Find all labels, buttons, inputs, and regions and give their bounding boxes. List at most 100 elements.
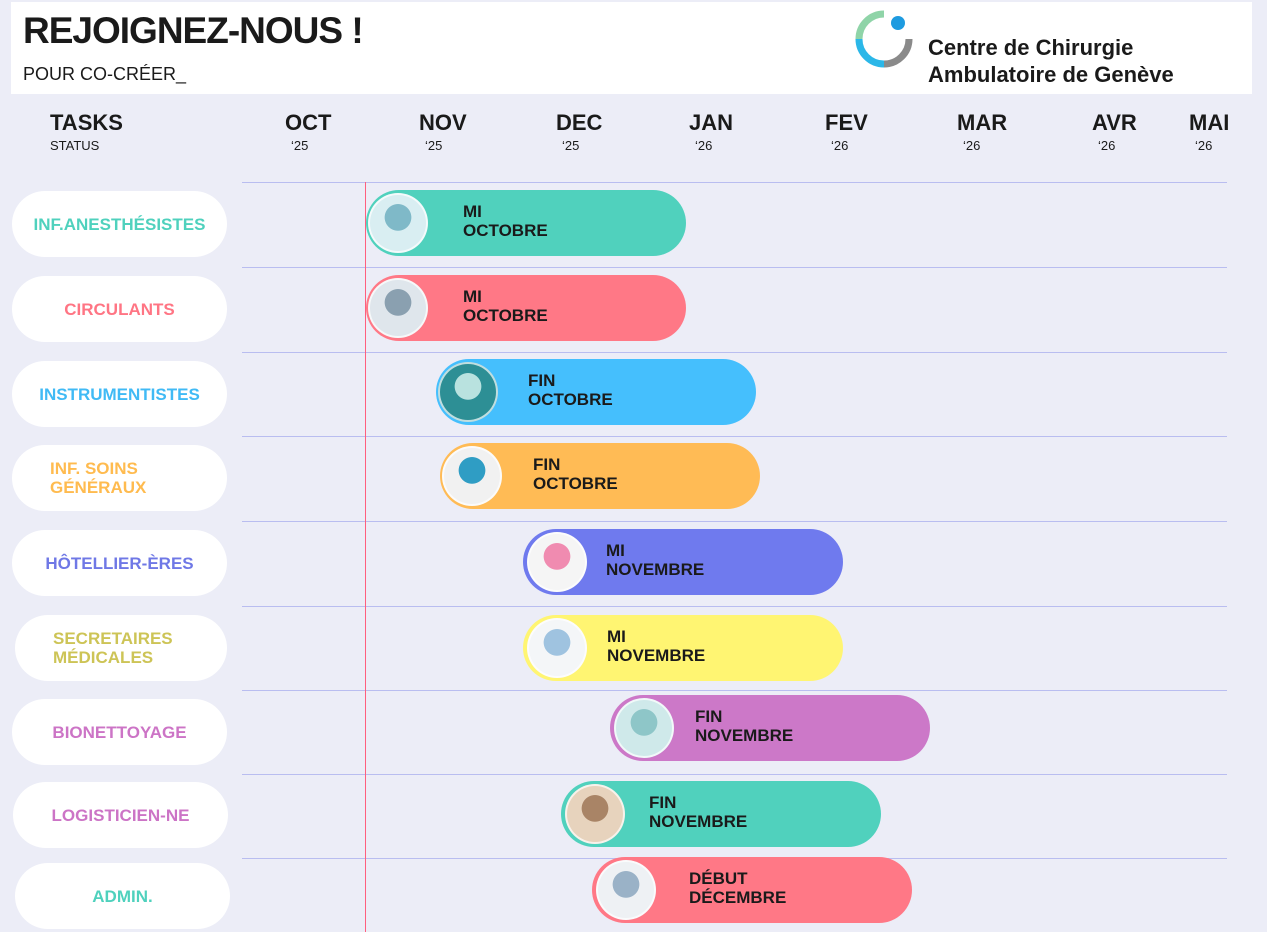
status-line: DÉCEMBRE	[689, 888, 787, 907]
month-label: FEV	[825, 110, 868, 135]
year-label: ‘25	[562, 138, 580, 153]
staff-photo-icon	[527, 532, 587, 592]
status-line: MI	[463, 287, 482, 306]
year-label: ‘25	[291, 138, 309, 153]
page-subtitle: POUR CO-CRÉER_	[23, 64, 187, 84]
staff-photo-icon	[368, 278, 428, 338]
timeline-bar: FIN NOVEMBRE	[610, 695, 930, 761]
status-text: DÉBUT DÉCEMBRE	[689, 869, 786, 907]
status-line: OCTOBRE	[528, 390, 613, 409]
status-line: NOVEMBRE	[606, 560, 705, 579]
year-label: ‘26	[831, 138, 849, 153]
org-name-line1: Centre de Chirurgie	[928, 35, 1134, 60]
month-header-jan: JAN ‘26	[689, 110, 733, 153]
status-text: FIN OCTOBRE	[528, 371, 613, 409]
header: REJOIGNEZ-NOUS ! POUR CO-CRÉER_ Centre d…	[11, 2, 1252, 94]
status-line: OCTOBRE	[533, 474, 618, 493]
staff-photo-icon	[368, 193, 428, 253]
tasks-column-header: TASKS STATUS	[50, 110, 123, 153]
task-label-pill: CIRCULANTS	[12, 276, 227, 342]
status-line: NOVEMBRE	[695, 726, 794, 745]
status-line: NOVEMBRE	[649, 812, 748, 831]
task-label-pill: HÔTELLIER-ÈRES	[12, 530, 227, 596]
month-header-nov: NOV ‘25	[419, 110, 467, 153]
staff-photo-icon	[442, 446, 502, 506]
task-label: BIONETTOYAGE	[52, 722, 187, 742]
status-text: FIN NOVEMBRE	[695, 707, 793, 745]
row-divider	[242, 690, 1227, 691]
month-label: OCT	[285, 110, 332, 135]
month-label: DEC	[556, 110, 603, 135]
year-label: ‘26	[695, 138, 713, 153]
task-label-line: GÉNÉRAUX	[50, 478, 147, 497]
tasks-label: TASKS	[50, 110, 123, 135]
timeline-bar: MI NOVEMBRE	[523, 615, 843, 681]
month-label: AVR	[1092, 110, 1137, 135]
task-label: HÔTELLIER-ÈRES	[45, 553, 194, 573]
task-label-line: SECRETAIRES	[53, 629, 173, 648]
today-marker	[365, 182, 366, 932]
timeline-bar: MI OCTOBRE	[366, 275, 686, 341]
org-name: Centre de Chirurgie Ambulatoire de Genèv…	[928, 34, 1174, 88]
task-label: CIRCULANTS	[64, 299, 175, 319]
timeline-bar: MI NOVEMBRE	[523, 529, 843, 595]
year-label: ‘25	[425, 138, 443, 153]
status-line: FIN	[649, 793, 677, 812]
month-header-fev: FEV ‘26	[825, 110, 868, 153]
month-header-mar: MAR ‘26	[957, 110, 1007, 153]
task-label-line: INF. SOINS	[50, 459, 138, 478]
status-label: STATUS	[50, 138, 100, 153]
staff-photo-icon	[614, 698, 674, 758]
task-label-pill: INSTRUMENTISTES	[12, 361, 227, 427]
task-label-line: MÉDICALES	[53, 648, 154, 667]
staff-photo-icon	[596, 860, 656, 920]
year-label: ‘26	[1195, 138, 1213, 153]
task-label: ADMIN.	[92, 886, 153, 906]
year-label: ‘26	[1098, 138, 1116, 153]
status-line: MI	[606, 541, 625, 560]
row-divider	[242, 606, 1227, 607]
status-text: FIN OCTOBRE	[533, 455, 618, 493]
year-label: ‘26	[963, 138, 981, 153]
status-line: MI	[463, 202, 482, 221]
status-line: MI	[607, 627, 626, 646]
month-header-mai: MAI ‘26	[1189, 110, 1229, 153]
status-line: NOVEMBRE	[607, 646, 706, 665]
task-label: INF.ANESTHÉSISTES	[33, 214, 206, 234]
row-divider	[242, 267, 1227, 268]
month-header-dec: DEC ‘25	[556, 110, 602, 153]
row-divider	[242, 436, 1227, 437]
task-label: SECRETAIRES MÉDICALES	[15, 629, 173, 667]
task-label-pill: ADMIN.	[15, 863, 230, 929]
task-label-pill: INF. SOINS GÉNÉRAUX	[12, 445, 227, 511]
staff-photo-icon	[527, 618, 587, 678]
status-line: OCTOBRE	[463, 306, 548, 325]
month-label: JAN	[689, 110, 734, 135]
task-label: INSTRUMENTISTES	[39, 384, 200, 404]
row-divider	[242, 182, 1227, 183]
task-label: LOGISTICIEN-NE	[51, 805, 190, 825]
page-title: REJOIGNEZ-NOUS !	[23, 10, 364, 51]
timeline-bar: FIN OCTOBRE	[440, 443, 760, 509]
status-text: MI OCTOBRE	[463, 202, 548, 240]
month-label: MAR	[957, 110, 1008, 135]
status-text: MI NOVEMBRE	[606, 541, 704, 579]
timeline-bar: DÉBUT DÉCEMBRE	[592, 857, 912, 923]
status-line: DÉBUT	[689, 869, 748, 888]
month-header-avr: AVR ‘26	[1092, 110, 1137, 153]
status-text: MI OCTOBRE	[463, 287, 548, 325]
status-line: FIN	[695, 707, 723, 726]
timeline-bar: MI OCTOBRE	[366, 190, 686, 256]
status-text: MI NOVEMBRE	[607, 627, 705, 665]
month-label: NOV	[419, 110, 467, 135]
timeline-bar: FIN NOVEMBRE	[561, 781, 881, 847]
task-label-pill: SECRETAIRES MÉDICALES	[15, 615, 227, 681]
task-label-pill: INF.ANESTHÉSISTES	[12, 191, 227, 257]
status-line: FIN	[533, 455, 561, 474]
timeline-bar: FIN OCTOBRE	[436, 359, 756, 425]
row-divider	[242, 352, 1227, 353]
row-divider	[242, 521, 1227, 522]
status-line: FIN	[528, 371, 556, 390]
logo-icon	[855, 10, 913, 68]
task-label-pill: BIONETTOYAGE	[12, 699, 227, 765]
